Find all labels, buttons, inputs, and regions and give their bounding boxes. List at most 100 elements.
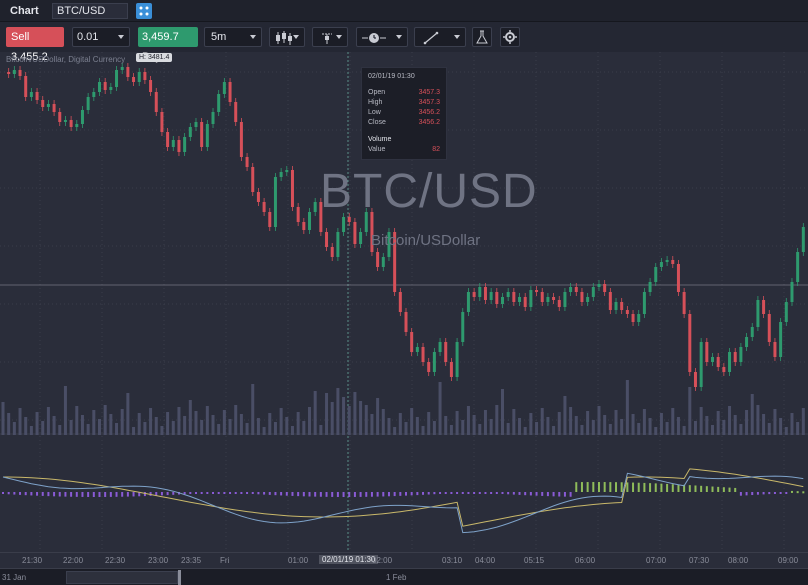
navigator-handle[interactable]	[178, 570, 181, 585]
crosshair-time-label: 02/01/19 01:30	[319, 555, 379, 564]
candle-body	[222, 82, 226, 94]
volume-bar	[217, 424, 221, 435]
range-navigator[interactable]: 31 Jan 1 Feb	[0, 568, 808, 585]
candle-body	[733, 352, 737, 362]
volume-bar	[1, 402, 5, 435]
volume-bar	[234, 405, 238, 435]
tooltip-high: High 3457.3	[368, 99, 444, 109]
macd-bar	[47, 492, 50, 497]
candle-body	[353, 222, 357, 244]
volume-bar	[41, 421, 45, 435]
volume-bar	[597, 406, 601, 435]
macd-bar	[98, 492, 101, 497]
volume-bar	[97, 419, 101, 435]
chart-area[interactable]: Bitcoin/USDollar, Digital Currency H: 34…	[0, 52, 808, 552]
candle-body	[228, 82, 232, 102]
buy-button[interactable]: 3,459.7 Buy	[138, 27, 198, 63]
macd-bar	[422, 492, 425, 495]
navigator-start-label: 31 Jan	[2, 573, 27, 582]
macd-bar	[2, 492, 4, 494]
volume-bar	[24, 417, 28, 435]
volume-bar	[500, 389, 504, 435]
volume-bar	[665, 422, 669, 435]
volume-bar	[302, 421, 306, 435]
candle-body	[41, 100, 45, 107]
macd-bar	[751, 492, 754, 496]
volume-bar	[92, 410, 96, 435]
candle-body	[625, 310, 629, 314]
candle-body	[762, 300, 766, 314]
drawing-tools-dropdown[interactable]	[414, 27, 466, 47]
chart-type-dropdown[interactable]	[269, 27, 305, 47]
candle-body	[432, 352, 436, 372]
macd-bar	[280, 492, 283, 496]
macd-bar	[370, 492, 373, 497]
volume-bar	[188, 400, 192, 435]
volume-bar	[569, 407, 573, 435]
macd-bar	[541, 492, 544, 496]
candle-body	[137, 72, 141, 82]
volume-bar	[762, 414, 766, 435]
time-axis[interactable]: 02/01/19 01:30 21:30 22:00 22:30 23:00 23:35…	[0, 552, 808, 568]
macd-bar	[796, 491, 799, 494]
volume-bar	[313, 391, 317, 435]
macd-bar	[7, 492, 10, 495]
volume-bar	[228, 419, 232, 435]
settings-button[interactable]	[500, 27, 520, 47]
volume-bar	[461, 420, 465, 435]
volume-bar	[75, 406, 79, 435]
volume-bar	[12, 422, 16, 435]
candle-body	[693, 372, 697, 387]
candle-body	[472, 292, 476, 297]
volume-bar	[211, 415, 215, 435]
candle-body	[109, 87, 113, 90]
volume-bar	[427, 412, 431, 435]
volume-bar	[80, 415, 84, 435]
candle-body	[308, 212, 312, 230]
time-axis-tick: 06:00	[575, 556, 596, 565]
volume-bar	[137, 413, 141, 435]
time-axis-tick: 03:10	[442, 556, 463, 565]
clock-dropdown[interactable]	[356, 27, 408, 47]
tooltip-value: 3457.3	[418, 99, 440, 106]
macd-bar	[189, 492, 192, 494]
volume-bar	[262, 427, 266, 435]
volume-bar	[115, 423, 119, 435]
macd-bar	[416, 492, 419, 496]
macd-bar	[132, 492, 135, 497]
indicator-icon	[322, 33, 332, 44]
candle-body	[313, 202, 317, 212]
price-chart[interactable]	[0, 52, 808, 552]
macd-bar	[490, 492, 493, 494]
compare-symbols-button[interactable]	[136, 3, 152, 19]
sell-button[interactable]: Sell 3,455.2	[6, 27, 64, 63]
candle-body	[421, 347, 425, 362]
volume-bar	[347, 406, 351, 435]
macd-bar	[393, 492, 396, 497]
candle-body	[654, 267, 658, 282]
volume-bar	[149, 408, 153, 435]
volume-bar	[126, 393, 130, 435]
candle-body	[256, 192, 260, 202]
candle-body	[217, 94, 221, 112]
macd-bar	[790, 490, 793, 493]
timeframe-dropdown[interactable]: 5m	[204, 27, 262, 47]
macd-bar	[36, 492, 39, 496]
macd-bar	[575, 482, 578, 492]
high-label: H: 3481.4	[136, 53, 173, 62]
quantity-dropdown[interactable]: 0.01	[72, 27, 130, 47]
macd-bar	[115, 492, 118, 497]
candle-body	[659, 262, 663, 267]
macd-bar	[92, 492, 95, 497]
candle-body	[376, 252, 380, 267]
macd-bar	[484, 492, 487, 494]
indicators-dropdown[interactable]	[312, 27, 348, 47]
macd-bar	[461, 492, 464, 494]
studies-button[interactable]	[472, 27, 492, 47]
volume-bar	[711, 425, 715, 435]
candle-body	[92, 92, 96, 97]
top-bar: Chart BTC/USD	[0, 0, 808, 22]
symbol-input[interactable]: BTC/USD	[52, 3, 128, 19]
volume-bar	[398, 413, 402, 435]
navigator-window[interactable]	[66, 571, 178, 584]
